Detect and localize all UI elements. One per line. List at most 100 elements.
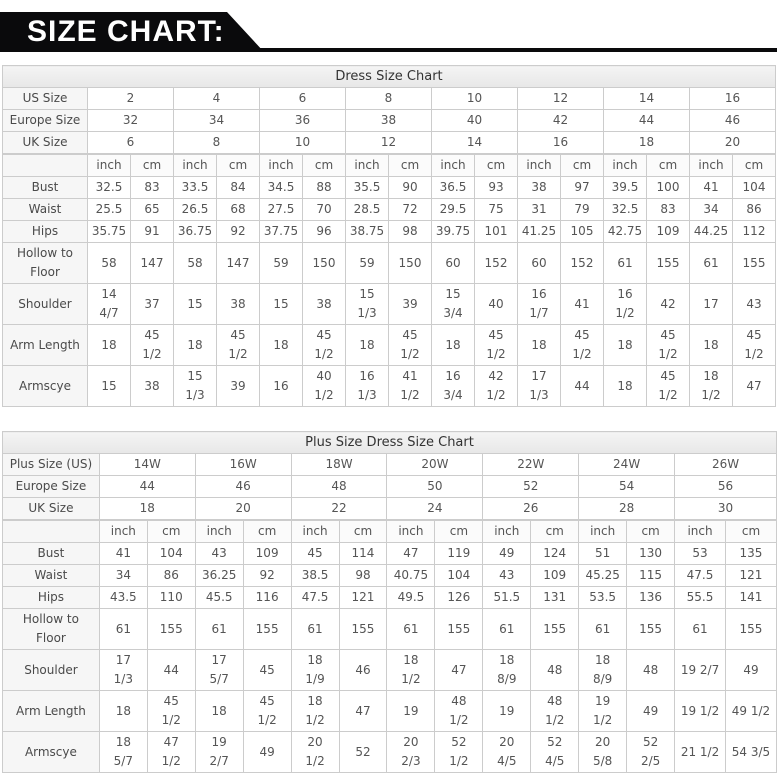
cell: 18 8/9 (578, 649, 628, 691)
cell: 47.5 (674, 564, 726, 587)
cell: 86 (732, 198, 776, 221)
row-label-cell: Hollow to Floor (2, 608, 100, 650)
cell: 19 1/2 (674, 690, 726, 732)
cell: 16 (259, 365, 303, 407)
cell: 100 (646, 176, 690, 199)
cell: 35.75 (87, 220, 131, 243)
cell: 49 (724, 649, 777, 691)
table-row: Bust 41 104 43 109 45 114 47 119 49 124 51 130 53 135 (2, 542, 777, 565)
cell: 52 (482, 475, 580, 498)
unit-header-row: inch cm inch cm inch cm inch cm inch cm inch cm inch… (2, 153, 776, 177)
cell: 36.5 (431, 176, 475, 199)
cell: 49 1/2 (724, 690, 777, 732)
unit-label: inch (290, 519, 340, 543)
unit-label: cm (474, 153, 518, 177)
cell: 112 (732, 220, 776, 243)
page-title: SIZE CHART: (27, 15, 225, 48)
cell: 21 1/2 (674, 731, 726, 773)
cell: 70 (302, 198, 346, 221)
cell: 38.5 (290, 564, 340, 587)
cell: 24 (386, 497, 484, 521)
cell: 38 (130, 365, 174, 407)
cell: 45 1/2 (646, 365, 690, 407)
cell: 20W (386, 453, 484, 476)
cell: 14W (98, 453, 196, 476)
unit-label: cm (388, 153, 432, 177)
row-label-cell: Hollow to Floor (2, 242, 88, 284)
cell: 43.5 (98, 586, 148, 609)
size-chart-banner: SIZE CHART: (0, 12, 264, 52)
cell: 35.5 (345, 176, 389, 199)
cell: 54 3/5 (724, 731, 777, 773)
cell: 48 1/2 (530, 690, 580, 732)
cell: 83 (646, 198, 690, 221)
unit-label: inch (87, 153, 131, 177)
unit-label: cm (302, 153, 346, 177)
unit-label: cm (242, 519, 292, 543)
cell: 43 (482, 564, 532, 587)
cell: 28.5 (345, 198, 389, 221)
cell: 17 1/3 (98, 649, 148, 691)
cell: 18 5/7 (98, 731, 148, 773)
table-row: Hollow to Floor 61 155 61 155 61 155 61 155 61 155… (2, 608, 777, 650)
row-label-cell: Waist (2, 564, 100, 587)
cell: 45 (242, 649, 292, 691)
cell: 18 1/2 (290, 690, 340, 732)
cell: 20 (194, 497, 292, 521)
cell: 115 (626, 564, 676, 587)
banner-underline (0, 48, 777, 52)
cell: 58 (173, 242, 217, 284)
cell: 109 (242, 542, 292, 565)
cell: 68 (216, 198, 260, 221)
cell: 19 2/7 (674, 649, 726, 691)
cell: 98 (338, 564, 388, 587)
row-label-cell: UK Size (2, 131, 88, 155)
row-label-cell: Shoulder (2, 649, 100, 691)
cell: 41 (689, 176, 733, 199)
cell: 45 1/2 (216, 324, 260, 366)
cell: 38.75 (345, 220, 389, 243)
cell: 6 (87, 131, 174, 155)
unit-label: cm (130, 153, 174, 177)
cell: 147 (216, 242, 260, 284)
cell: 49.5 (386, 586, 436, 609)
header-banner-area: SIZE CHART: (0, 12, 777, 52)
cell: 46 (194, 475, 292, 498)
cell: 61 (194, 608, 244, 650)
unit-label: inch (674, 519, 726, 543)
cell: 51.5 (482, 586, 532, 609)
row-label-cell: Hips (2, 586, 100, 609)
row-label-cell: Plus Size (US) (2, 453, 100, 476)
cell: 52 4/5 (530, 731, 580, 773)
dress-size-chart-table: Dress Size Chart US Size 2 4 6 8 10 12 14 16 Europ… (2, 65, 776, 407)
cell: 47 (386, 542, 436, 565)
cell: 18 (603, 365, 647, 407)
row-label-cell: Armscye (2, 365, 88, 407)
cell: 15 1/3 (173, 365, 217, 407)
table-row: Shoulder 17 1/3 44 17 5/7 45 18 1/9 46 18 1/2 47… (2, 649, 777, 691)
cell: 150 (302, 242, 346, 284)
cell: 147 (130, 242, 174, 284)
cell: 109 (646, 220, 690, 243)
cell: 18 (98, 497, 196, 521)
cell: 18 (259, 324, 303, 366)
unit-label: cm (626, 519, 676, 543)
row-label-cell: Arm Length (2, 690, 100, 732)
cell: 104 (146, 542, 196, 565)
cell: 45 1/2 (732, 324, 776, 366)
cell: 20 4/5 (482, 731, 532, 773)
unit-label: cm (146, 519, 196, 543)
cell: 18 (517, 324, 561, 366)
cell: 50 (386, 475, 484, 498)
cell: 25.5 (87, 198, 131, 221)
cell: 10 (259, 131, 346, 155)
cell: 18 (603, 131, 690, 155)
cell: 37 (130, 283, 174, 325)
cell: 49 (626, 690, 676, 732)
cell: 116 (242, 586, 292, 609)
cell: 14 (431, 131, 518, 155)
cell: 18 (194, 690, 244, 732)
cell: 86 (146, 564, 196, 587)
cell: 42.75 (603, 220, 647, 243)
unit-label: cm (646, 153, 690, 177)
